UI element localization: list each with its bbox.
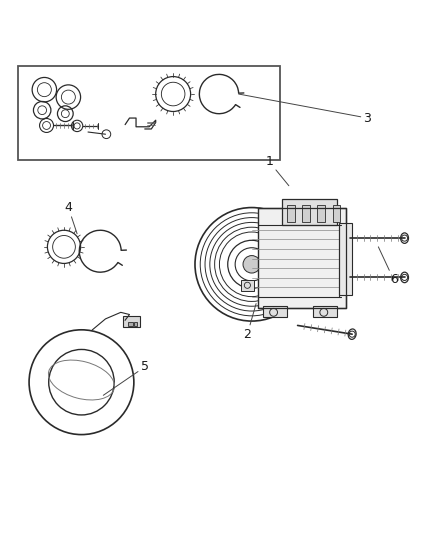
Bar [339, 223, 352, 295]
Bar [134, 322, 138, 326]
Text: 4: 4 [64, 201, 77, 234]
Bar [283, 199, 337, 225]
Bar [302, 205, 310, 222]
Bar [258, 207, 346, 308]
Bar [332, 205, 340, 222]
Text: 2: 2 [244, 304, 256, 341]
Circle shape [243, 256, 261, 273]
Bar [241, 280, 254, 290]
Text: 5: 5 [103, 360, 149, 395]
Bar [287, 205, 294, 222]
Text: 3: 3 [239, 94, 371, 125]
Bar [128, 322, 133, 326]
Bar [123, 316, 140, 327]
Text: 1: 1 [265, 155, 289, 185]
Bar [317, 205, 325, 222]
Bar [18, 66, 280, 159]
Bar [313, 306, 337, 317]
Text: 6: 6 [378, 247, 398, 286]
Bar [263, 306, 287, 317]
